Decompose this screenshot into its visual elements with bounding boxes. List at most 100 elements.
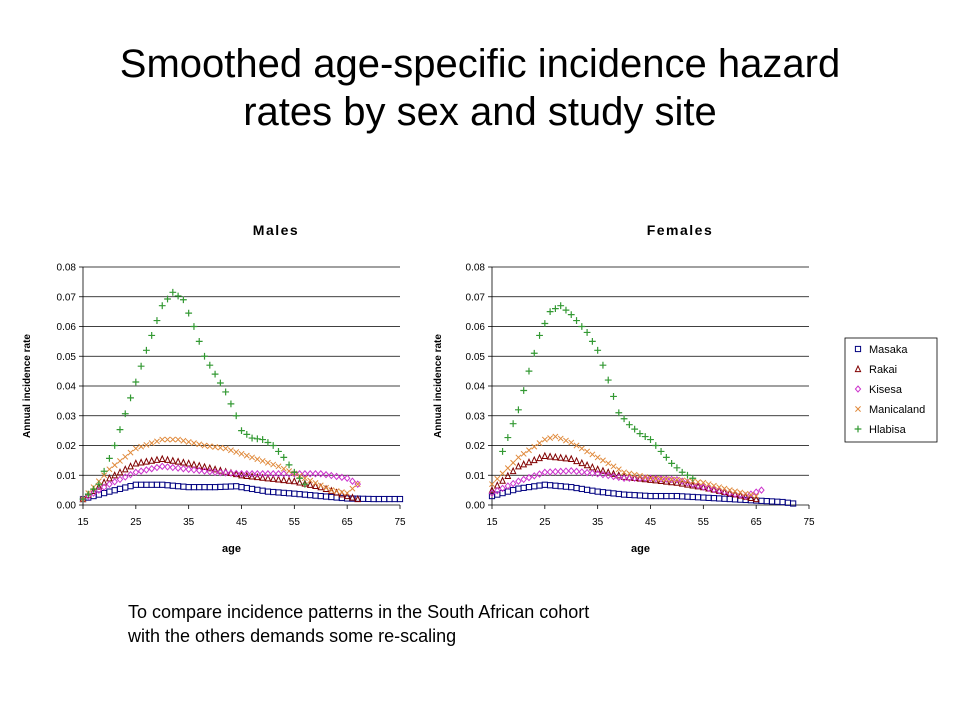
data-point — [216, 379, 224, 387]
series-masaka — [488, 481, 797, 507]
data-point — [190, 323, 198, 330]
data-point — [578, 468, 586, 476]
data-point — [185, 309, 193, 317]
data-point — [531, 483, 538, 490]
x-tick-label: 75 — [394, 517, 406, 528]
data-point — [499, 476, 506, 484]
data-point — [121, 465, 129, 473]
data-point — [227, 469, 235, 477]
data-point — [349, 485, 356, 492]
data-point — [84, 490, 92, 498]
data-point — [116, 485, 124, 492]
data-point — [668, 477, 676, 486]
data-point — [196, 441, 203, 448]
x-tick-label: 25 — [539, 517, 551, 528]
data-point — [546, 452, 554, 460]
data-point — [753, 493, 760, 500]
data-point — [254, 486, 261, 493]
slide-title-line-1: Smoothed age-specific incidence hazard — [119, 42, 841, 86]
data-point — [710, 485, 718, 494]
data-point — [700, 479, 707, 486]
data-point — [604, 376, 612, 384]
data-point — [499, 470, 506, 477]
data-point — [610, 393, 617, 400]
data-point — [594, 488, 601, 495]
data-point — [726, 487, 733, 494]
data-point — [584, 486, 591, 493]
y-tick-label: 0.05 — [466, 352, 486, 363]
x-tick-label: 45 — [645, 517, 657, 528]
legend-marker-kisesa — [854, 385, 862, 393]
data-point — [285, 490, 293, 497]
data-point — [122, 484, 129, 491]
data-point — [700, 483, 707, 491]
data-point — [328, 471, 335, 480]
data-point — [349, 477, 356, 485]
data-point — [343, 474, 351, 482]
data-point — [504, 434, 512, 441]
data-point — [201, 462, 208, 471]
data-point — [615, 471, 623, 479]
data-point — [520, 450, 527, 457]
data-point — [525, 367, 533, 375]
data-point — [684, 493, 691, 500]
data-point — [567, 454, 575, 462]
data-point — [721, 485, 728, 492]
data-point — [747, 493, 755, 501]
y-axis-label: Annual incidence rate — [433, 334, 444, 438]
data-point — [525, 483, 533, 491]
data-point — [269, 469, 277, 478]
data-point — [615, 473, 623, 482]
data-point — [137, 458, 145, 466]
data-point — [541, 481, 548, 488]
data-point — [175, 436, 182, 443]
data-point — [280, 454, 288, 461]
data-point — [106, 480, 113, 488]
data-point — [100, 483, 108, 491]
data-point — [774, 498, 781, 505]
data-point — [280, 465, 287, 472]
data-point — [312, 469, 319, 478]
data-point — [259, 458, 266, 464]
data-point — [211, 468, 219, 477]
data-point — [647, 475, 654, 482]
data-point — [673, 475, 681, 484]
series-kisesa — [79, 462, 361, 503]
data-point — [605, 460, 612, 467]
data-point — [100, 467, 108, 475]
data-point — [731, 490, 739, 498]
data-point — [354, 494, 362, 503]
data-point — [317, 469, 325, 478]
data-point — [296, 491, 303, 498]
data-point — [705, 481, 712, 488]
data-point — [264, 474, 272, 482]
data-point — [254, 456, 261, 463]
data-point — [195, 337, 203, 345]
data-point — [338, 489, 345, 496]
data-point — [164, 455, 171, 463]
y-tick-label: 0.01 — [57, 471, 77, 482]
data-point — [137, 362, 145, 370]
series-hlabisa — [79, 288, 309, 503]
data-point — [143, 481, 150, 488]
data-point — [515, 477, 522, 485]
x-tick-label: 15 — [486, 517, 498, 528]
data-point — [578, 458, 586, 467]
data-point — [185, 438, 192, 445]
data-point — [599, 361, 607, 369]
y-tick-label: 0.02 — [466, 441, 486, 452]
data-point — [280, 475, 288, 484]
data-point — [259, 473, 267, 481]
data-point — [552, 305, 559, 313]
data-point — [673, 476, 680, 483]
data-point — [153, 317, 161, 324]
series-rakai — [488, 451, 760, 503]
data-point — [201, 484, 208, 491]
data-point — [599, 457, 606, 464]
data-point — [312, 480, 319, 486]
data-point — [546, 308, 554, 316]
data-point — [158, 462, 166, 471]
data-point — [679, 477, 686, 484]
y-tick-label: 0.05 — [57, 352, 77, 363]
data-point — [148, 440, 155, 447]
